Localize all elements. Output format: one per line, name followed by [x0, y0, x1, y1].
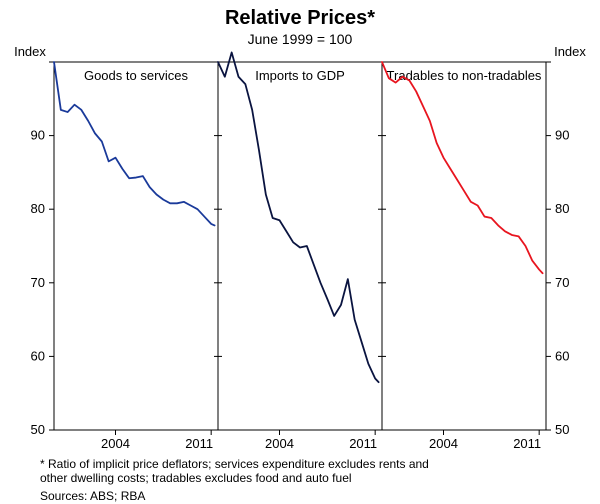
- y-tick-label: 60: [31, 348, 45, 363]
- chart-svg: Relative Prices* June 1999 = 100 Index Inde…: [0, 0, 600, 504]
- x-tick-label: 2011: [349, 436, 377, 451]
- x-tick-label: 2004: [429, 436, 458, 451]
- y-tick-label: 90: [555, 128, 569, 143]
- footnote-line: other dwelling costs; tradables excludes…: [40, 471, 352, 485]
- y-tick-label: 80: [31, 201, 45, 216]
- y-axis-label-right: Index: [554, 44, 586, 59]
- y-tick-label: 50: [31, 422, 45, 437]
- panel-label: Goods to services: [84, 68, 189, 83]
- y-tick-label: 70: [555, 275, 569, 290]
- y-tick-label: 80: [555, 201, 569, 216]
- y-axis-label-left: Index: [14, 44, 46, 59]
- y-tick-label: 60: [555, 348, 569, 363]
- y-tick-label: 90: [31, 128, 45, 143]
- chart-title: Relative Prices*: [225, 7, 375, 29]
- panel-label: Imports to GDP: [255, 68, 345, 83]
- x-tick-label: 2011: [513, 436, 541, 451]
- chart-container: Relative Prices* June 1999 = 100 Index Inde…: [0, 0, 600, 504]
- x-tick-label: 2004: [265, 436, 294, 451]
- y-tick-label: 70: [31, 275, 45, 290]
- sources-line: Sources: ABS; RBA: [40, 489, 145, 503]
- x-tick-label: 2004: [101, 436, 130, 451]
- x-tick-label: 2011: [185, 436, 213, 451]
- y-tick-label: 50: [555, 422, 569, 437]
- chart-subtitle: June 1999 = 100: [248, 31, 353, 47]
- footnote-line: * Ratio of implicit price deflators; ser…: [40, 457, 429, 471]
